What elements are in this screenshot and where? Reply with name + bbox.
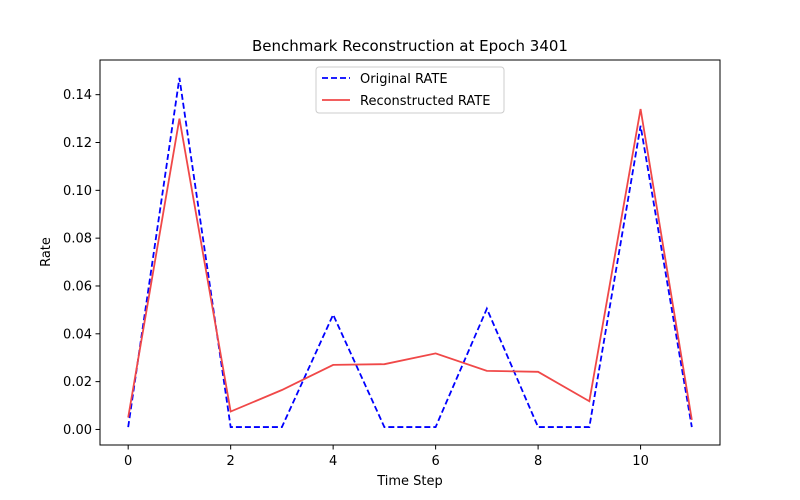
axis-ticks: 0 2 4 6 8 10 0.00 0.02 0.04 0.06 0.08 0.10 0.12 0.14 bbox=[63, 88, 649, 469]
x-tick-label: 6 bbox=[431, 454, 439, 469]
y-tick-label: 0.14 bbox=[63, 88, 92, 103]
x-tick-label: 0 bbox=[124, 454, 132, 469]
x-tick-label: 8 bbox=[534, 454, 542, 469]
y-tick-label: 0.06 bbox=[63, 279, 92, 294]
y-tick-label: 0.04 bbox=[63, 327, 92, 342]
y-tick-label: 0.00 bbox=[63, 423, 92, 438]
series-line-reconstructed-rate bbox=[127, 108, 693, 421]
legend-box bbox=[315, 66, 505, 114]
y-tick-label: 0.08 bbox=[63, 232, 92, 247]
y-axis-label: Rate bbox=[39, 237, 54, 267]
plot-frame bbox=[99, 59, 721, 446]
series-lines bbox=[127, 77, 693, 428]
y-tick-label: 0.10 bbox=[63, 184, 92, 199]
y-tick-label: 0.12 bbox=[63, 136, 92, 151]
chart-title: Benchmark Reconstruction at Epoch 3401 bbox=[252, 37, 568, 55]
x-tick-label: 2 bbox=[227, 454, 235, 469]
legend: Original RATE Reconstructed RATE bbox=[315, 66, 505, 114]
legend-label-original: Original RATE bbox=[360, 72, 448, 87]
x-tick-label: 10 bbox=[632, 454, 649, 469]
legend-label-reconstructed: Reconstructed RATE bbox=[360, 94, 490, 109]
y-tick-label: 0.02 bbox=[63, 375, 92, 390]
x-tick-label: 4 bbox=[329, 454, 337, 469]
series-line-original-rate bbox=[127, 77, 693, 428]
x-axis-label: Time Step bbox=[376, 474, 443, 489]
